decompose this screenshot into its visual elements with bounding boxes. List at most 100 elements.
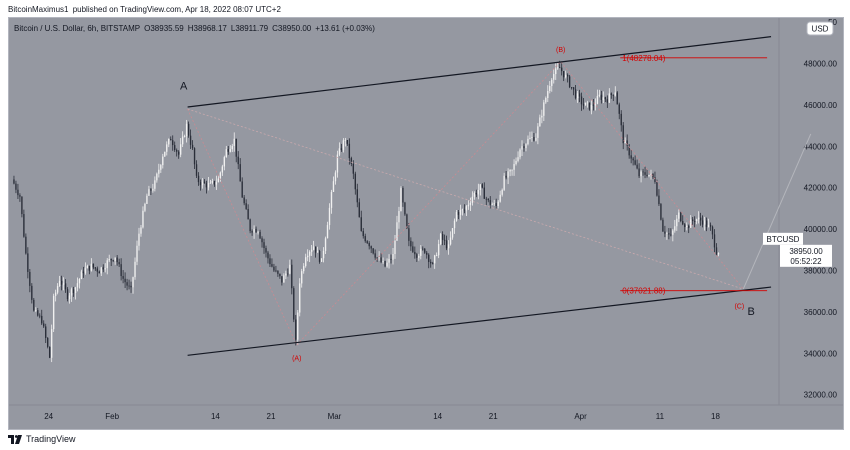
- candle-body: [172, 140, 174, 146]
- candle-body: [96, 268, 99, 272]
- candle-body: [374, 253, 376, 258]
- candle-body: [420, 248, 422, 256]
- candle-body: [693, 220, 696, 222]
- candle-body: [545, 97, 547, 103]
- candle-body: [312, 246, 315, 250]
- candle-body: [54, 292, 57, 296]
- price-chart[interactable]: 32000.00 34000.00 36000.00 38000.00 40000.00…: [9, 18, 843, 429]
- candle-body: [549, 86, 551, 92]
- candle-body: [497, 201, 499, 206]
- candle-body: [324, 238, 327, 251]
- candle-body: [557, 67, 559, 69]
- candle-body: [33, 299, 35, 311]
- candle-body: [459, 209, 462, 215]
- candle-body: [485, 198, 487, 200]
- candle-body: [697, 217, 700, 220]
- candle-body: [271, 264, 273, 267]
- candle-body: [541, 115, 543, 118]
- ohlc-value: H38968.17: [188, 24, 228, 33]
- currency-badge-label: USD: [812, 25, 829, 34]
- candle-body: [416, 254, 418, 258]
- candle-body: [223, 157, 226, 167]
- candle-body: [400, 188, 402, 212]
- candle-body: [676, 218, 678, 227]
- candle-body: [602, 97, 605, 100]
- candle-body: [283, 275, 285, 283]
- candle-body: [350, 158, 353, 164]
- candle-body: [699, 217, 702, 221]
- candle-body: [628, 145, 630, 156]
- candle-body: [664, 231, 666, 234]
- candle-body: [449, 237, 452, 245]
- candle-body: [469, 202, 472, 205]
- candle-body: [422, 248, 424, 250]
- projection-line: [742, 133, 812, 290]
- x-tick-label: 21: [267, 412, 276, 421]
- y-tick-label: 42000.00: [804, 184, 838, 193]
- candle-body: [592, 104, 595, 106]
- candle-body: [269, 258, 271, 265]
- chart-area[interactable]: 32000.00 34000.00 36000.00 38000.00 40000.00…: [8, 17, 844, 430]
- candle-body: [346, 140, 349, 144]
- candle-body: [588, 102, 591, 110]
- candle-body: [511, 169, 513, 171]
- candle-body: [126, 282, 128, 286]
- candle-body: [297, 312, 299, 340]
- candle-body: [463, 209, 466, 211]
- candle-body: [227, 149, 229, 152]
- candle-body: [519, 149, 521, 158]
- candle-body: [66, 289, 69, 300]
- candle-body: [306, 255, 309, 258]
- candle-body: [229, 149, 231, 152]
- fib-level-label: 0(37021.88): [622, 287, 665, 296]
- candle-body: [94, 267, 97, 269]
- candle-body: [84, 268, 87, 274]
- candle-body: [92, 263, 95, 268]
- candle-body: [666, 233, 668, 234]
- candle-body: [418, 255, 420, 258]
- candle-body: [62, 283, 65, 285]
- candle-body: [293, 288, 295, 320]
- candle-body: [146, 195, 148, 204]
- candle-body: [259, 231, 261, 239]
- candle-body: [689, 219, 692, 228]
- candle-body: [211, 181, 214, 183]
- candle-body: [116, 257, 118, 263]
- candle-body: [610, 93, 613, 95]
- candle-body: [301, 271, 303, 284]
- candle-body: [338, 148, 341, 155]
- candle-body: [372, 248, 374, 254]
- wave-label-red: (A): [292, 355, 301, 362]
- candle-body: [572, 87, 575, 90]
- candle-body: [175, 150, 178, 152]
- candle-body: [177, 151, 180, 155]
- candle-body: [239, 164, 241, 182]
- ohlc-value: L38911.79: [231, 24, 269, 33]
- candle-body: [439, 234, 442, 244]
- candle-body: [48, 346, 51, 358]
- candle-body: [711, 226, 714, 235]
- symbol-header[interactable]: Bitcoin / U.S. Dollar, 6h, BITSTAMP O3893…: [14, 24, 375, 33]
- candle-body: [600, 94, 603, 100]
- candle-body: [334, 172, 337, 182]
- currency-badge[interactable]: [806, 21, 834, 36]
- candle-body: [340, 148, 343, 150]
- candle-body: [517, 157, 519, 161]
- candle-body: [596, 95, 599, 104]
- candle-body: [362, 230, 364, 237]
- candle-body: [187, 123, 190, 136]
- candle-body: [691, 219, 694, 221]
- candle-body: [76, 283, 79, 288]
- candle-body: [424, 248, 426, 253]
- footer-brand[interactable]: TradingView: [26, 434, 76, 444]
- candle-body: [622, 125, 624, 144]
- candle-body: [598, 94, 601, 96]
- candle-body: [21, 196, 23, 215]
- candle-body: [78, 279, 81, 284]
- candle-body: [501, 189, 503, 195]
- candle-body: [203, 181, 206, 184]
- candle-body: [241, 181, 243, 198]
- author-name[interactable]: BitcoinMaximus1: [8, 5, 69, 14]
- candle-body: [136, 245, 138, 262]
- candle-body: [112, 260, 114, 262]
